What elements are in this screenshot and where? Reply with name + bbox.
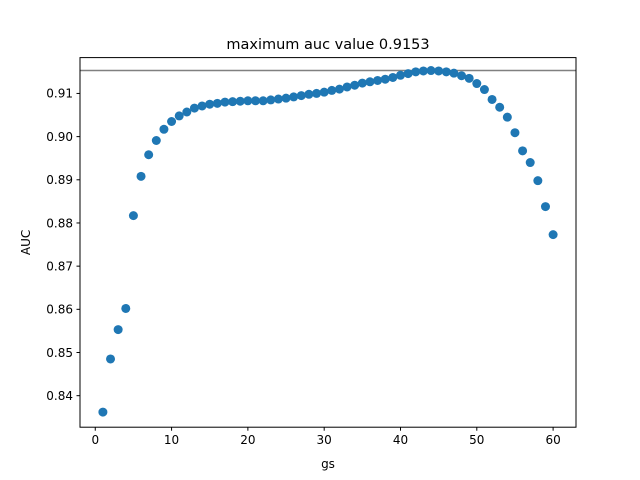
data-point <box>189 103 199 113</box>
data-point <box>457 71 467 81</box>
data-point <box>403 69 413 79</box>
data-point <box>434 66 444 76</box>
data-point <box>418 66 428 76</box>
data-point <box>495 102 505 112</box>
data-point <box>220 97 230 107</box>
data-point <box>479 85 489 95</box>
x-axis-label: gs <box>321 457 335 471</box>
data-point <box>411 67 421 77</box>
data-point <box>243 96 253 106</box>
data-point <box>136 171 146 181</box>
data-point <box>296 91 306 101</box>
data-point <box>319 87 329 97</box>
data-point <box>510 128 520 138</box>
x-tick-label: 40 <box>393 433 408 447</box>
data-point <box>251 96 261 106</box>
y-tick-label: 0.87 <box>46 259 73 273</box>
data-point <box>174 111 184 121</box>
data-point <box>235 96 245 106</box>
y-tick-label: 0.90 <box>46 130 73 144</box>
y-tick-label: 0.84 <box>46 389 73 403</box>
data-point <box>525 158 535 168</box>
data-point <box>167 117 177 127</box>
x-tick-label: 30 <box>317 433 332 447</box>
data-point <box>182 107 192 117</box>
data-point <box>426 66 436 76</box>
plot-frame <box>79 57 577 428</box>
x-tick-label: 60 <box>545 433 560 447</box>
data-point <box>121 303 131 313</box>
data-point <box>98 407 108 417</box>
data-point <box>304 89 314 99</box>
data-point <box>159 124 169 134</box>
y-tick-label: 0.89 <box>46 173 73 187</box>
x-tick-label: 10 <box>164 433 179 447</box>
data-point <box>357 78 367 88</box>
data-point <box>449 68 459 78</box>
x-tick-label: 50 <box>469 433 484 447</box>
data-point <box>533 176 543 186</box>
y-tick-label: 0.86 <box>46 303 73 317</box>
data-point <box>205 99 215 109</box>
data-point <box>228 97 238 107</box>
data-point <box>312 88 322 98</box>
data-point <box>388 72 398 82</box>
data-point <box>365 77 375 87</box>
y-tick-label: 0.88 <box>46 216 73 230</box>
data-point <box>212 98 222 108</box>
y-tick-label: 0.91 <box>46 87 73 101</box>
data-point <box>472 79 482 89</box>
data-point <box>266 95 276 105</box>
data-point <box>373 75 383 85</box>
data-point <box>289 92 299 102</box>
x-tick-label: 20 <box>240 433 255 447</box>
y-tick-label: 0.85 <box>46 346 73 360</box>
data-point <box>441 67 451 77</box>
data-point <box>144 150 154 160</box>
data-point <box>487 94 497 104</box>
data-point <box>106 354 116 364</box>
data-point <box>151 136 161 146</box>
data-point <box>395 70 405 80</box>
data-point <box>350 80 360 90</box>
data-point <box>380 74 390 84</box>
chart-title: maximum auc value 0.9153 <box>226 37 429 53</box>
data-point <box>342 82 352 92</box>
data-point <box>502 112 512 122</box>
data-point <box>540 202 550 212</box>
data-point <box>518 146 528 156</box>
data-point <box>273 94 283 104</box>
data-point <box>197 101 207 111</box>
data-point <box>258 96 268 106</box>
data-point <box>113 325 123 335</box>
y-axis-label: AUC <box>19 230 33 255</box>
data-point <box>464 73 474 83</box>
data-point <box>334 84 344 94</box>
data-point <box>281 93 291 103</box>
data-point <box>548 230 558 240</box>
data-point <box>327 85 337 95</box>
x-tick-label: 0 <box>91 433 99 447</box>
data-point <box>128 211 138 221</box>
